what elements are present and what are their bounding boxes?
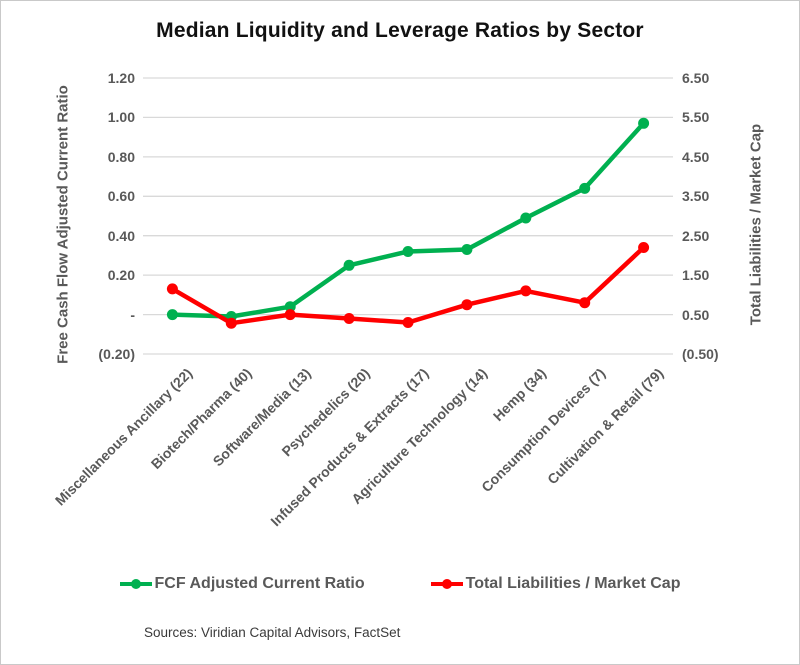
series-line: [170, 245, 646, 326]
left-axis-tick: 0.60: [107, 188, 135, 205]
legend-item-fcf-ratio: FCF Adjusted Current Ratio: [119, 575, 365, 593]
red-line-marker-icon: [430, 582, 463, 586]
data-point: [579, 297, 591, 309]
data-point: [225, 317, 237, 329]
left-axis-tick: -: [130, 306, 135, 323]
right-axis-tick: 0.50: [682, 306, 710, 323]
data-point: [284, 309, 296, 321]
data-point: [579, 182, 591, 194]
data-point: [343, 313, 355, 324]
data-point: [166, 283, 178, 295]
left-axis-tick: 0.80: [107, 148, 135, 165]
data-point: [461, 244, 473, 255]
left-axis-tick: 0.20: [107, 267, 135, 284]
data-point: [166, 309, 178, 321]
left-axis-tick: 1.20: [107, 70, 135, 86]
legend-label: Total Liabilities / Market Cap: [465, 575, 681, 592]
right-axis-tick: 3.50: [682, 188, 710, 205]
data-point: [284, 301, 296, 313]
data-point: [520, 285, 532, 297]
legend: FCF Adjusted Current Ratio Total Liabili…: [1, 575, 799, 593]
legend-label: FCF Adjusted Current Ratio: [154, 575, 365, 592]
right-axis-tick: 4.50: [682, 148, 710, 165]
right-axis-tick: (0.50): [682, 346, 719, 362]
right-axis-tick: 1.50: [682, 267, 710, 284]
data-point: [402, 317, 414, 328]
green-line-marker-icon: [119, 582, 152, 586]
chart-title: Median Liquidity and Leverage Ratios by …: [156, 19, 644, 42]
right-axis-tick: 6.50: [682, 70, 710, 86]
left-axis-tick: 0.40: [107, 227, 135, 244]
data-point: [638, 242, 650, 253]
series-line: [170, 121, 646, 319]
right-axis-tick: 5.50: [682, 109, 710, 126]
data-point: [520, 212, 532, 224]
left-axis-tick: (0.20): [98, 346, 135, 362]
legend-item-liabilities: Total Liabilities / Market Cap: [430, 575, 681, 593]
left-axis-tick: 1.00: [107, 109, 135, 126]
data-point: [343, 259, 355, 271]
data-point: [461, 299, 473, 311]
data-point: [402, 246, 414, 257]
data-point: [638, 117, 650, 129]
sources-note: Sources: Viridian Capital Advisors, Fact…: [144, 625, 401, 640]
right-axis-tick: 2.50: [682, 227, 710, 244]
